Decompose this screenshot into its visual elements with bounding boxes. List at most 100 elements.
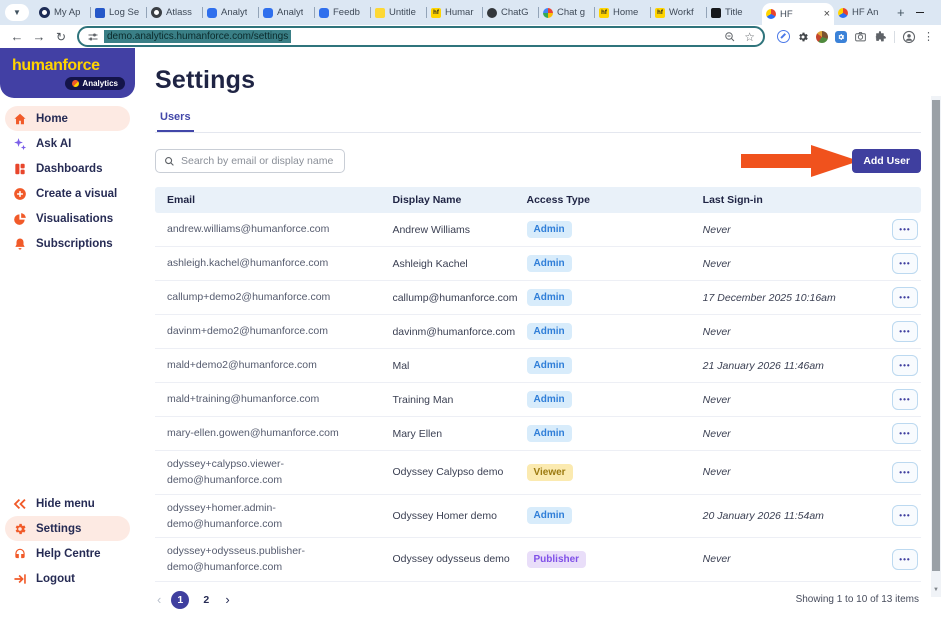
next-page-icon[interactable]: › bbox=[225, 593, 229, 606]
page-button-2[interactable]: 2 bbox=[197, 591, 215, 609]
header-email: Email bbox=[155, 194, 392, 206]
row-menu-button[interactable]: ••• bbox=[892, 287, 918, 308]
bell-icon bbox=[13, 237, 27, 251]
humanforce-favicon: hf bbox=[655, 8, 665, 18]
browser-tab-active[interactable]: HF × bbox=[762, 3, 834, 25]
sidebar-item-settings[interactable]: Settings bbox=[5, 516, 130, 541]
tab-users[interactable]: Users bbox=[157, 111, 194, 132]
humanforce-wordmark: humanforce bbox=[12, 57, 125, 75]
url-text[interactable]: demo.analytics.humanforce.com/settings bbox=[104, 30, 291, 43]
new-tab-button[interactable]: + bbox=[897, 5, 905, 20]
browser-tab[interactable]: Atlass bbox=[147, 0, 202, 25]
cell-email: mald+training@humanforce.com bbox=[155, 391, 392, 407]
access-type-badge: Viewer bbox=[527, 464, 573, 481]
cell-access-type: Admin bbox=[527, 507, 703, 524]
cell-access-type: Admin bbox=[527, 425, 703, 442]
email-value: mary-ellen.gowen@humanforce.com bbox=[167, 427, 339, 439]
feedback-favicon bbox=[319, 8, 329, 18]
browser-tab[interactable]: Title bbox=[707, 0, 762, 25]
forward-button[interactable]: → bbox=[29, 29, 49, 44]
extension-color-icon[interactable] bbox=[816, 31, 828, 43]
extension-gear-icon[interactable] bbox=[797, 31, 809, 43]
row-menu-button[interactable]: ••• bbox=[892, 389, 918, 410]
table-body: andrew.williams@humanforce.comAndrew Wil… bbox=[155, 213, 921, 582]
browser-menu-icon[interactable]: ⋮ bbox=[923, 30, 934, 43]
browser-tab[interactable]: hfHumar bbox=[427, 0, 482, 25]
browser-tab[interactable]: hfHome bbox=[595, 0, 650, 25]
page-button-1[interactable]: 1 bbox=[171, 591, 189, 609]
scroll-down-icon[interactable]: ▼ bbox=[931, 587, 941, 593]
browser-tab[interactable]: Log Se bbox=[91, 0, 146, 25]
sidebar-item-logout[interactable]: Logout bbox=[5, 566, 130, 591]
row-menu-button[interactable]: ••• bbox=[892, 462, 918, 483]
sidebar-item-ask-ai[interactable]: Ask AI bbox=[5, 131, 130, 156]
sidebar-item-home[interactable]: Home bbox=[5, 106, 130, 131]
sidebar-item-visualisations[interactable]: Visualisations bbox=[5, 206, 130, 231]
window-minimize-button[interactable] bbox=[905, 0, 936, 25]
cell-actions: ••• bbox=[875, 505, 921, 526]
browser-tab[interactable]: hf Workf bbox=[651, 0, 706, 25]
cell-actions: ••• bbox=[875, 321, 921, 342]
sidebar-item-hide-menu[interactable]: Hide menu bbox=[5, 491, 130, 516]
row-menu-button[interactable]: ••• bbox=[892, 355, 918, 376]
zoom-out-icon[interactable] bbox=[724, 31, 736, 43]
browser-tab[interactable]: HF An bbox=[834, 0, 889, 25]
bookmark-star-icon[interactable]: ☆ bbox=[744, 30, 755, 44]
cell-display-name: Ashleigh Kachel bbox=[392, 258, 526, 270]
browser-tab[interactable]: ChatG bbox=[483, 0, 538, 25]
logsearch-favicon bbox=[95, 8, 105, 18]
sidebar-item-help-centre[interactable]: Help Centre bbox=[5, 541, 130, 566]
sidebar: humanforce Analytics HomeAsk AIDashboard… bbox=[0, 48, 135, 597]
tab-title: Workf bbox=[669, 7, 694, 18]
search-input[interactable] bbox=[181, 155, 336, 167]
pagination-summary: Showing 1 to 10 of 13 items bbox=[796, 594, 919, 605]
row-menu-button[interactable]: ••• bbox=[892, 219, 918, 240]
prev-page-icon[interactable]: ‹ bbox=[157, 593, 161, 606]
add-user-button[interactable]: Add User bbox=[852, 149, 921, 173]
tab-title: My Ap bbox=[54, 7, 80, 18]
back-button[interactable]: ← bbox=[7, 29, 27, 44]
cell-display-name: Odyssey odysseus demo bbox=[392, 553, 526, 565]
row-menu-button[interactable]: ••• bbox=[892, 549, 918, 570]
analytics-badge: Analytics bbox=[65, 77, 125, 90]
address-bar[interactable]: demo.analytics.humanforce.com/settings ☆ bbox=[77, 26, 765, 47]
reload-button[interactable]: ↻ bbox=[51, 30, 71, 44]
page-scrollbar[interactable]: ▼ bbox=[931, 96, 941, 597]
browser-tab[interactable]: Analyt bbox=[203, 0, 258, 25]
tab-title: HF bbox=[780, 9, 793, 20]
camera-icon[interactable] bbox=[854, 30, 867, 43]
tab-title: HF An bbox=[852, 7, 878, 18]
access-type-badge: Publisher bbox=[527, 551, 587, 568]
browser-tab[interactable]: Untitle bbox=[371, 0, 426, 25]
browser-tab[interactable]: Feedb bbox=[315, 0, 370, 25]
sidebar-item-subscriptions[interactable]: Subscriptions bbox=[5, 231, 130, 256]
cell-email: davinm+demo2@humanforce.com bbox=[155, 323, 392, 339]
sidebar-item-label: Settings bbox=[36, 523, 81, 535]
tab-search-button[interactable]: ▼ bbox=[5, 4, 29, 21]
profile-avatar-icon[interactable] bbox=[902, 30, 916, 44]
window-maximize-button[interactable] bbox=[936, 0, 941, 25]
user-search[interactable] bbox=[155, 149, 345, 173]
tab-title: Chat g bbox=[557, 7, 585, 18]
row-menu-button[interactable]: ••• bbox=[892, 321, 918, 342]
row-menu-button[interactable]: ••• bbox=[892, 505, 918, 526]
sidebar-item-dashboards[interactable]: Dashboards bbox=[5, 156, 130, 181]
site-settings-icon[interactable] bbox=[87, 31, 99, 43]
scrollbar-thumb[interactable] bbox=[932, 100, 940, 571]
row-menu-button[interactable]: ••• bbox=[892, 423, 918, 444]
browser-tab[interactable]: My Ap bbox=[35, 0, 90, 25]
email-value: mald+demo2@humanforce.com bbox=[167, 359, 317, 371]
tab-close-icon[interactable]: × bbox=[824, 8, 830, 20]
row-menu-button[interactable]: ••• bbox=[892, 253, 918, 274]
table-controls: Add User bbox=[155, 148, 921, 174]
extension-pen-icon[interactable] bbox=[777, 30, 790, 43]
sidebar-item-create-a-visual[interactable]: Create a visual bbox=[5, 181, 130, 206]
cell-actions: ••• bbox=[875, 287, 921, 308]
extensions-puzzle-icon[interactable] bbox=[874, 30, 887, 43]
extension-settings-icon[interactable] bbox=[835, 31, 847, 43]
cell-display-name: Training Man bbox=[392, 394, 526, 406]
header-access-type: Access Type bbox=[527, 194, 703, 206]
browser-tab[interactable]: Analyt bbox=[259, 0, 314, 25]
browser-tab[interactable]: Chat g bbox=[539, 0, 594, 25]
gear-icon bbox=[13, 522, 27, 536]
